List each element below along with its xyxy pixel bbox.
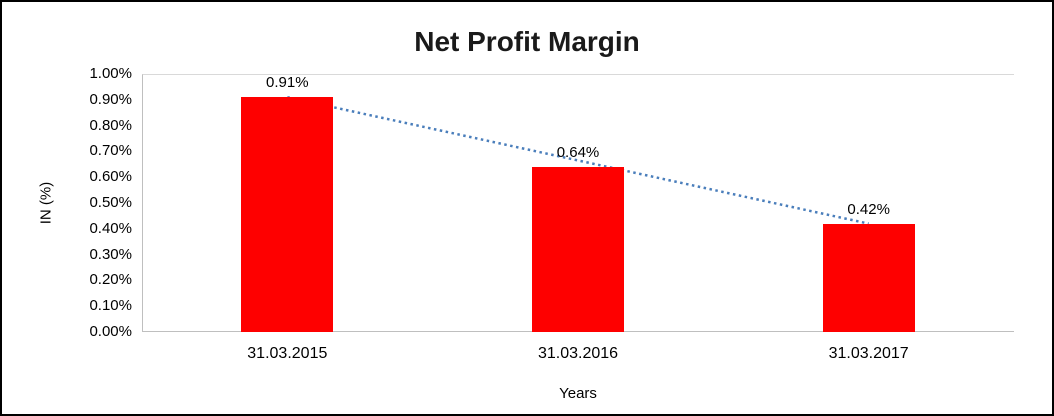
y-axis-tick-label: 0.40%	[89, 219, 132, 237]
x-axis-tick-label: 31.03.2016	[537, 345, 619, 362]
bar	[822, 223, 915, 332]
y-axis-tick-label: 0.20%	[89, 271, 132, 289]
x-axis-title: Years	[559, 385, 597, 402]
bar	[532, 166, 624, 332]
x-axis-tick-label: 31.03.2017	[828, 345, 909, 362]
y-axis-tick-label: 1.00%	[89, 65, 132, 82]
chart-title: Net Profit Margin	[414, 26, 640, 57]
y-axis-tick-label: 0.60%	[89, 168, 132, 186]
y-axis-tick-label: 0.30%	[89, 245, 132, 263]
bar	[241, 97, 334, 332]
bar-value-label: 0.64%	[556, 143, 600, 161]
bar-value-label: 0.91%	[266, 74, 309, 92]
y-axis-tick-label: 0.80%	[89, 116, 132, 134]
y-axis-tick-label: 0.50%	[89, 194, 132, 211]
y-axis-tick-label: 0.70%	[89, 142, 132, 160]
y-axis-tick-label: 0.00%	[89, 323, 132, 340]
y-axis-tick-label: 0.90%	[89, 90, 132, 108]
x-axis-tick-label: 31.03.2015	[247, 345, 328, 362]
bar-value-label: 0.42%	[847, 200, 890, 218]
y-axis-tick-label: 0.10%	[89, 297, 132, 315]
